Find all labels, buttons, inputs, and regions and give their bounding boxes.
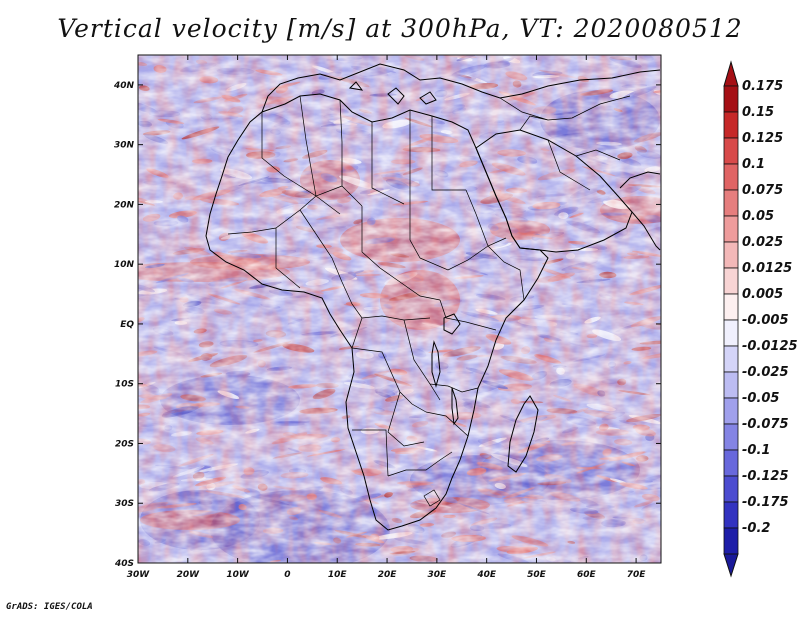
lat-label: EQ [120,320,134,330]
colorbar-swatch [723,423,739,451]
colorbar-label: -0.0125 [742,339,798,354]
lat-label: 20S [115,439,134,449]
lat-label: 30S [115,499,134,509]
colorbar-label: 0.1 [742,157,765,172]
lon-label: 30W [127,570,151,580]
colorbar-swatch [723,371,739,399]
mediterranean-islands [348,81,437,105]
colorbar-swatch [723,527,739,555]
colorbar-swatch [723,189,739,217]
lon-label: 50E [527,570,547,580]
colorbar-label: -0.005 [742,313,789,328]
field-texture-white [138,55,661,563]
lat-label: 40S [114,559,134,569]
country-borders [227,95,631,507]
colorbar-label: 0.15 [742,105,774,120]
lat-label: 40N [113,81,135,91]
colorbar-swatch [723,501,739,529]
colorbar-swatch [723,241,739,269]
colorbar-swatch [723,215,739,243]
colorbar-label: 0.05 [742,209,774,224]
colorbar: 0.175 0.15 0.125 0.1 0.075 0.05 0.025 0.0125 0.0… [723,60,798,578]
credit-text: GrADS: IGES/COLA [6,602,93,612]
lon-label: 10E [328,570,348,580]
colorbar-swatch [723,163,739,191]
lon-label: 10W [226,570,250,580]
colorbar-label: -0.075 [742,417,789,432]
colorbar-swatch [723,345,739,373]
coastlines [205,63,661,531]
lake-malawi [451,387,459,426]
chart-title: Vertical velocity [m/s] at 300hPa, VT: 2… [57,14,743,43]
colorbar-label: -0.125 [742,469,789,484]
india-coast [619,171,661,251]
lon-label: 70E [627,570,647,580]
lat-label: 10N [114,260,135,270]
colorbar-swatch [723,293,739,321]
colorbar-label: 0.025 [742,235,783,250]
colorbar-label: 0.005 [742,287,783,302]
colorbar-label: -0.2 [742,521,770,536]
colorbar-swatch [723,397,739,425]
lat-label: 30N [114,141,135,151]
colorbar-arrow-bottom [723,553,739,578]
europe-coast [261,63,661,113]
lake-victoria [443,313,461,335]
colorbar-label: 0.075 [742,183,783,198]
madagascar [507,395,539,473]
lon-label: 60E [577,570,597,580]
colorbar-arrow-top [723,60,739,87]
border-lines [227,95,631,477]
colorbar-swatch [723,319,739,347]
colorbar-label: -0.175 [742,495,789,510]
colorbar-swatch [723,137,739,165]
lesotho [423,489,441,507]
lon-label: 20W [177,570,201,580]
colorbar-swatch [723,475,739,503]
lat-label: 20N [114,200,135,210]
velocity-field [138,55,661,563]
lon-label: 40E [476,570,497,580]
lake-tanganyika [431,340,441,388]
colorbar-label: 0.175 [742,79,783,94]
lon-label: 0 [284,570,290,580]
colorbar-swatch [723,267,739,295]
colorbar-swatch [723,111,739,139]
colorbar-label: -0.025 [742,365,789,380]
lon-label: 30E [428,570,448,580]
axis-ticks: 30W 20W 10W 0 10E 20E 30E 40E 50E 60E 70E 40N 30N 20N… [113,55,661,580]
colorbar-label: -0.05 [742,391,779,406]
colorbar-label: 0.0125 [742,261,792,276]
lat-label: 10S [115,380,134,390]
colorbar-swatch [723,85,739,113]
africa-coastline [205,93,549,531]
lon-label: 20E [378,570,398,580]
colorbar-swatch [723,449,739,477]
colorbar-label: 0.125 [742,131,783,146]
colorbar-label: -0.1 [742,443,770,458]
map-frame [137,54,662,564]
